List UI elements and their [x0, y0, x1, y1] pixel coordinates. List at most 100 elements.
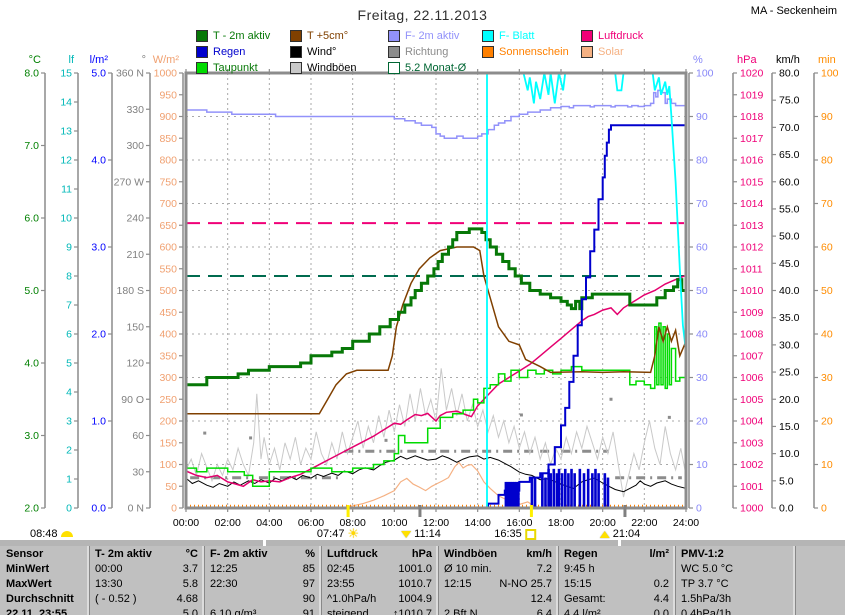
sun-moon-item-3: 21:04	[599, 528, 640, 540]
svg-text:80.0: 80.0	[779, 68, 800, 80]
table-cell: 13:30 5.8	[95, 577, 198, 590]
svg-text:1016: 1016	[740, 155, 764, 167]
series-t-2m-aktiv	[186, 227, 686, 387]
svg-text:04:00: 04:00	[256, 517, 282, 529]
axis-hpa: hPa 1020 1019 1018 1017 1016 1015 1014 1013 1012 1…	[732, 54, 764, 515]
svg-text:700: 700	[159, 198, 177, 210]
table-cell: F- 2m aktiv%	[210, 547, 315, 560]
svg-text:90 O: 90 O	[121, 394, 144, 406]
legend-swatch-icon	[581, 45, 593, 58]
legend-item-4[interactable]: Wind°	[290, 45, 336, 58]
svg-text:150: 150	[159, 437, 177, 449]
legend-item-10[interactable]: Sonnenschein	[482, 45, 569, 58]
legend-label: F- Blatt	[499, 29, 535, 42]
legend-item-2[interactable]: Taupunkt	[196, 61, 258, 74]
svg-text:450: 450	[159, 307, 177, 319]
svg-text:13: 13	[60, 126, 72, 138]
table-cell: Windböen km/h	[444, 547, 552, 560]
svg-text:0: 0	[821, 503, 827, 515]
series-t-5cm	[186, 246, 686, 415]
svg-text:850: 850	[159, 133, 177, 145]
table-cell: MaxWert	[6, 577, 52, 590]
table-cell: 22:30 97	[210, 577, 315, 590]
svg-text:650: 650	[159, 220, 177, 232]
legend-item-5[interactable]: Windböen	[290, 61, 357, 74]
footer-time-label: 08:48	[30, 528, 58, 540]
svg-text:90: 90	[821, 111, 833, 123]
table-cell: 02:45 1001.0	[327, 562, 432, 575]
legend-label: Regen	[213, 45, 246, 58]
legend-item-6[interactable]: F- 2m aktiv	[388, 29, 459, 42]
legend-item-12[interactable]: Solar	[581, 45, 624, 58]
svg-text:°: °	[142, 54, 146, 66]
legend-item-11[interactable]: Luftdruck	[581, 29, 643, 42]
table-cell: 22.11. 23:55	[6, 607, 68, 615]
legend-item-1[interactable]: Regen	[196, 45, 245, 58]
svg-text:4.0: 4.0	[24, 358, 39, 370]
svg-text:12:00: 12:00	[423, 517, 449, 529]
svg-text:2.0: 2.0	[24, 503, 39, 515]
axis-wm2: W/m²100095090085080075070065060055050045…	[153, 54, 184, 515]
svg-text:20: 20	[696, 416, 708, 428]
table-cell: 90	[302, 592, 315, 605]
table-cell: ^1.0hPa/h 1004.9	[327, 592, 432, 605]
svg-text:9: 9	[66, 242, 72, 254]
legend-label: T - 2m aktiv	[213, 29, 271, 42]
svg-text:350: 350	[159, 350, 177, 362]
table-cell: Sensor	[6, 547, 44, 560]
svg-text:8.0: 8.0	[24, 68, 39, 80]
legend-item-3[interactable]: T +5cm°	[290, 29, 348, 42]
svg-text:270 W: 270 W	[114, 176, 144, 188]
legend-label: Sonnenschein	[499, 45, 569, 58]
table-cell: Durchschnitt	[6, 592, 74, 605]
svg-text:10.0: 10.0	[779, 448, 800, 460]
legend-label: T +5cm°	[307, 29, 349, 42]
svg-text:360 N: 360 N	[116, 68, 144, 80]
svg-text:100: 100	[159, 459, 177, 471]
svg-text:12: 12	[60, 155, 72, 167]
table-cell: 23:55 1010.7	[327, 577, 432, 590]
table-column-separator	[436, 546, 439, 615]
legend-label: Wind°	[307, 45, 337, 58]
svg-text:25.0: 25.0	[779, 367, 800, 379]
svg-text:02:00: 02:00	[215, 517, 241, 529]
splitter-bar[interactable]	[0, 540, 845, 546]
sun-moon-item-0: 07:47 ☀	[317, 526, 360, 541]
svg-text:40: 40	[696, 329, 708, 341]
svg-text:70.0: 70.0	[779, 122, 800, 134]
series-richtung	[190, 397, 682, 480]
svg-text:km/h: km/h	[776, 54, 800, 66]
legend-item-7[interactable]: Richtung	[388, 45, 448, 58]
svg-text:1015: 1015	[740, 176, 764, 188]
legend-swatch-icon	[581, 29, 593, 42]
svg-text:3.0: 3.0	[24, 430, 39, 442]
table-column-separator	[319, 546, 322, 615]
svg-text:3.0: 3.0	[91, 242, 106, 254]
series-luftdruck	[186, 274, 686, 488]
legend-item-8[interactable]: 5.2 Monat-Ø	[388, 61, 466, 74]
footer-time-item: 08:48	[30, 528, 73, 540]
legend-item-9[interactable]: F- Blatt	[482, 29, 534, 42]
sunrise-icon: ☀	[347, 526, 360, 541]
svg-text:1005: 1005	[740, 394, 764, 406]
svg-text:30: 30	[821, 372, 833, 384]
legend-swatch-icon	[482, 29, 494, 42]
svg-text:2.0: 2.0	[91, 329, 106, 341]
svg-text:150: 150	[126, 321, 144, 333]
svg-text:500: 500	[159, 285, 177, 297]
svg-text:1002: 1002	[740, 459, 764, 471]
svg-text:45.0: 45.0	[779, 258, 800, 270]
legend-item-0[interactable]: T - 2m aktiv	[196, 29, 270, 42]
svg-text:4.0: 4.0	[91, 155, 106, 167]
svg-text:10: 10	[60, 213, 72, 225]
legend-swatch-icon	[388, 61, 400, 74]
svg-text:16:00: 16:00	[506, 517, 532, 529]
svg-text:90: 90	[696, 111, 708, 123]
sun-moon-item-1: 11:14	[401, 528, 441, 540]
series-taupunkt	[186, 322, 686, 488]
svg-text:1009: 1009	[740, 307, 764, 319]
svg-text:08:00: 08:00	[340, 517, 366, 529]
